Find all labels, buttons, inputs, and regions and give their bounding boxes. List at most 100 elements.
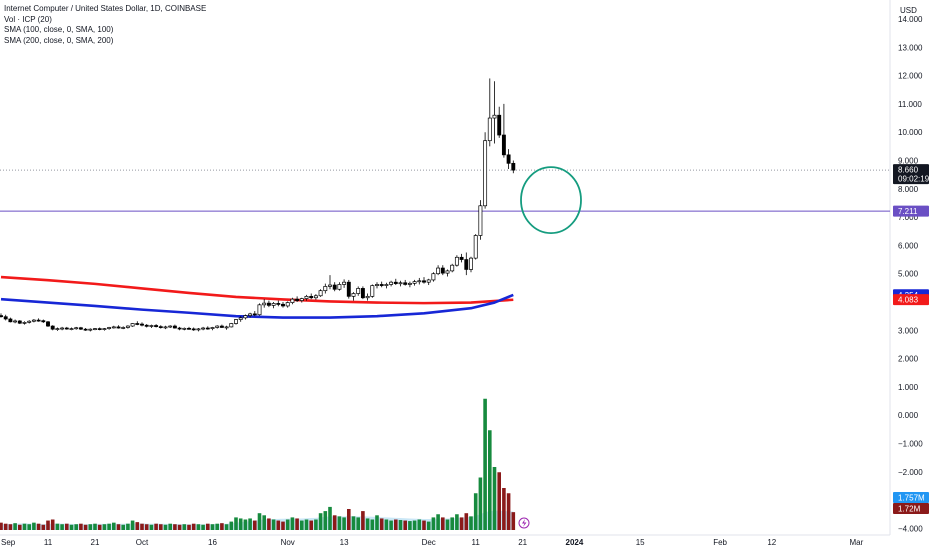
volume-bar[interactable] [69,524,74,530]
candle-body[interactable] [506,154,511,164]
volume-bar[interactable] [483,398,487,530]
candle-body[interactable] [215,325,220,328]
volume-bar[interactable] [464,513,469,530]
volume-bar[interactable] [304,519,309,531]
volume-bar[interactable] [130,520,135,530]
candle-body[interactable] [323,286,328,292]
volume-bar[interactable] [65,523,69,530]
candle-body[interactable] [332,284,337,290]
candle-body[interactable] [0,315,3,318]
volume-bar[interactable] [238,518,243,530]
candle-body[interactable] [384,284,389,286]
volume-bar[interactable] [41,524,46,530]
volume-bar[interactable] [112,522,116,530]
candle-body[interactable] [318,290,323,297]
volume-bar[interactable] [210,524,215,530]
volume-bar[interactable] [55,523,60,530]
candle-body[interactable] [224,326,229,329]
candle-body[interactable] [356,288,361,294]
candle-body[interactable] [295,298,300,301]
volume-bar[interactable] [300,520,304,530]
volume-bar[interactable] [408,521,412,530]
volume-bar[interactable] [27,524,31,530]
volume-bar[interactable] [422,520,426,530]
volume-bar[interactable] [445,519,450,531]
candle-body[interactable] [93,328,97,330]
candle-body[interactable] [398,282,403,285]
volume-bar[interactable] [0,522,3,530]
candle-body[interactable] [290,298,295,303]
candle-body[interactable] [17,320,22,324]
volume-bar[interactable] [436,514,440,530]
candle-body[interactable] [163,326,168,329]
candle-body[interactable] [229,323,234,328]
volume-bar[interactable] [370,519,375,531]
sma200-line[interactable] [0,275,514,305]
volume-bar[interactable] [149,524,154,530]
candle-body[interactable] [299,298,304,301]
candle-body[interactable] [426,279,431,283]
volume-bar[interactable] [267,518,271,530]
volume-bar[interactable] [248,518,252,530]
candle-body[interactable] [111,326,116,329]
candle-body[interactable] [473,235,478,259]
candle-body[interactable] [271,303,276,306]
volume-bar[interactable] [342,517,346,530]
volume-bar[interactable] [140,523,144,530]
candle-body[interactable] [431,273,436,281]
candle-body[interactable] [454,256,459,266]
candle-body[interactable] [281,303,285,307]
volume-bar[interactable] [337,516,342,530]
candle-body[interactable] [266,302,271,306]
candle-body[interactable] [201,327,206,330]
volume-bar[interactable] [36,523,41,530]
volume-bar[interactable] [459,517,464,530]
volume-bar[interactable] [450,517,454,530]
volume-bar[interactable] [281,521,285,530]
candle-body[interactable] [234,319,238,324]
candle-body[interactable] [74,327,79,330]
legend-title[interactable]: Internet Computer / United States Dollar… [4,4,207,13]
volume-bar[interactable] [215,523,219,530]
candle-body[interactable] [219,325,224,328]
volume-bar[interactable] [469,516,473,530]
volume-bar[interactable] [389,520,393,530]
volume-bar[interactable] [97,524,102,530]
volume-bar[interactable] [102,524,107,530]
legend-volume[interactable]: Vol · ICP (20) [4,14,52,24]
candle-body[interactable] [64,327,69,330]
candle-body[interactable] [440,267,445,274]
candle-body[interactable] [191,328,196,331]
candle-body[interactable] [478,205,483,236]
candle-body[interactable] [252,313,257,316]
volume-bar[interactable] [455,514,459,530]
candle-body[interactable] [304,295,309,299]
candle-body[interactable] [97,328,102,330]
volume-bar[interactable] [159,524,163,530]
candle-body[interactable] [412,281,417,284]
volume-bar[interactable] [32,522,36,530]
volume-bar[interactable] [177,524,182,530]
candle-body[interactable] [88,328,93,331]
candle-body[interactable] [22,322,27,324]
volume-bar[interactable] [13,523,17,530]
candle-body[interactable] [436,267,441,275]
candle-body[interactable] [285,302,290,307]
candle-body[interactable] [78,327,83,330]
candle-body[interactable] [196,328,201,331]
volume-bar[interactable] [191,523,196,530]
volume-bar[interactable] [412,520,417,530]
candle-body[interactable] [168,325,173,328]
candle-body[interactable] [450,264,455,272]
volume-bar[interactable] [220,523,224,530]
candle-body[interactable] [337,284,342,290]
candle-body[interactable] [342,281,347,285]
volume-bar[interactable] [309,520,313,530]
volume-bar[interactable] [88,524,93,530]
candle-body[interactable] [121,327,126,329]
volume-tag-vol_ma[interactable] [893,492,929,503]
volume-bar[interactable] [144,524,149,530]
volume-bar[interactable] [22,523,27,530]
volume-bar[interactable] [365,518,370,530]
